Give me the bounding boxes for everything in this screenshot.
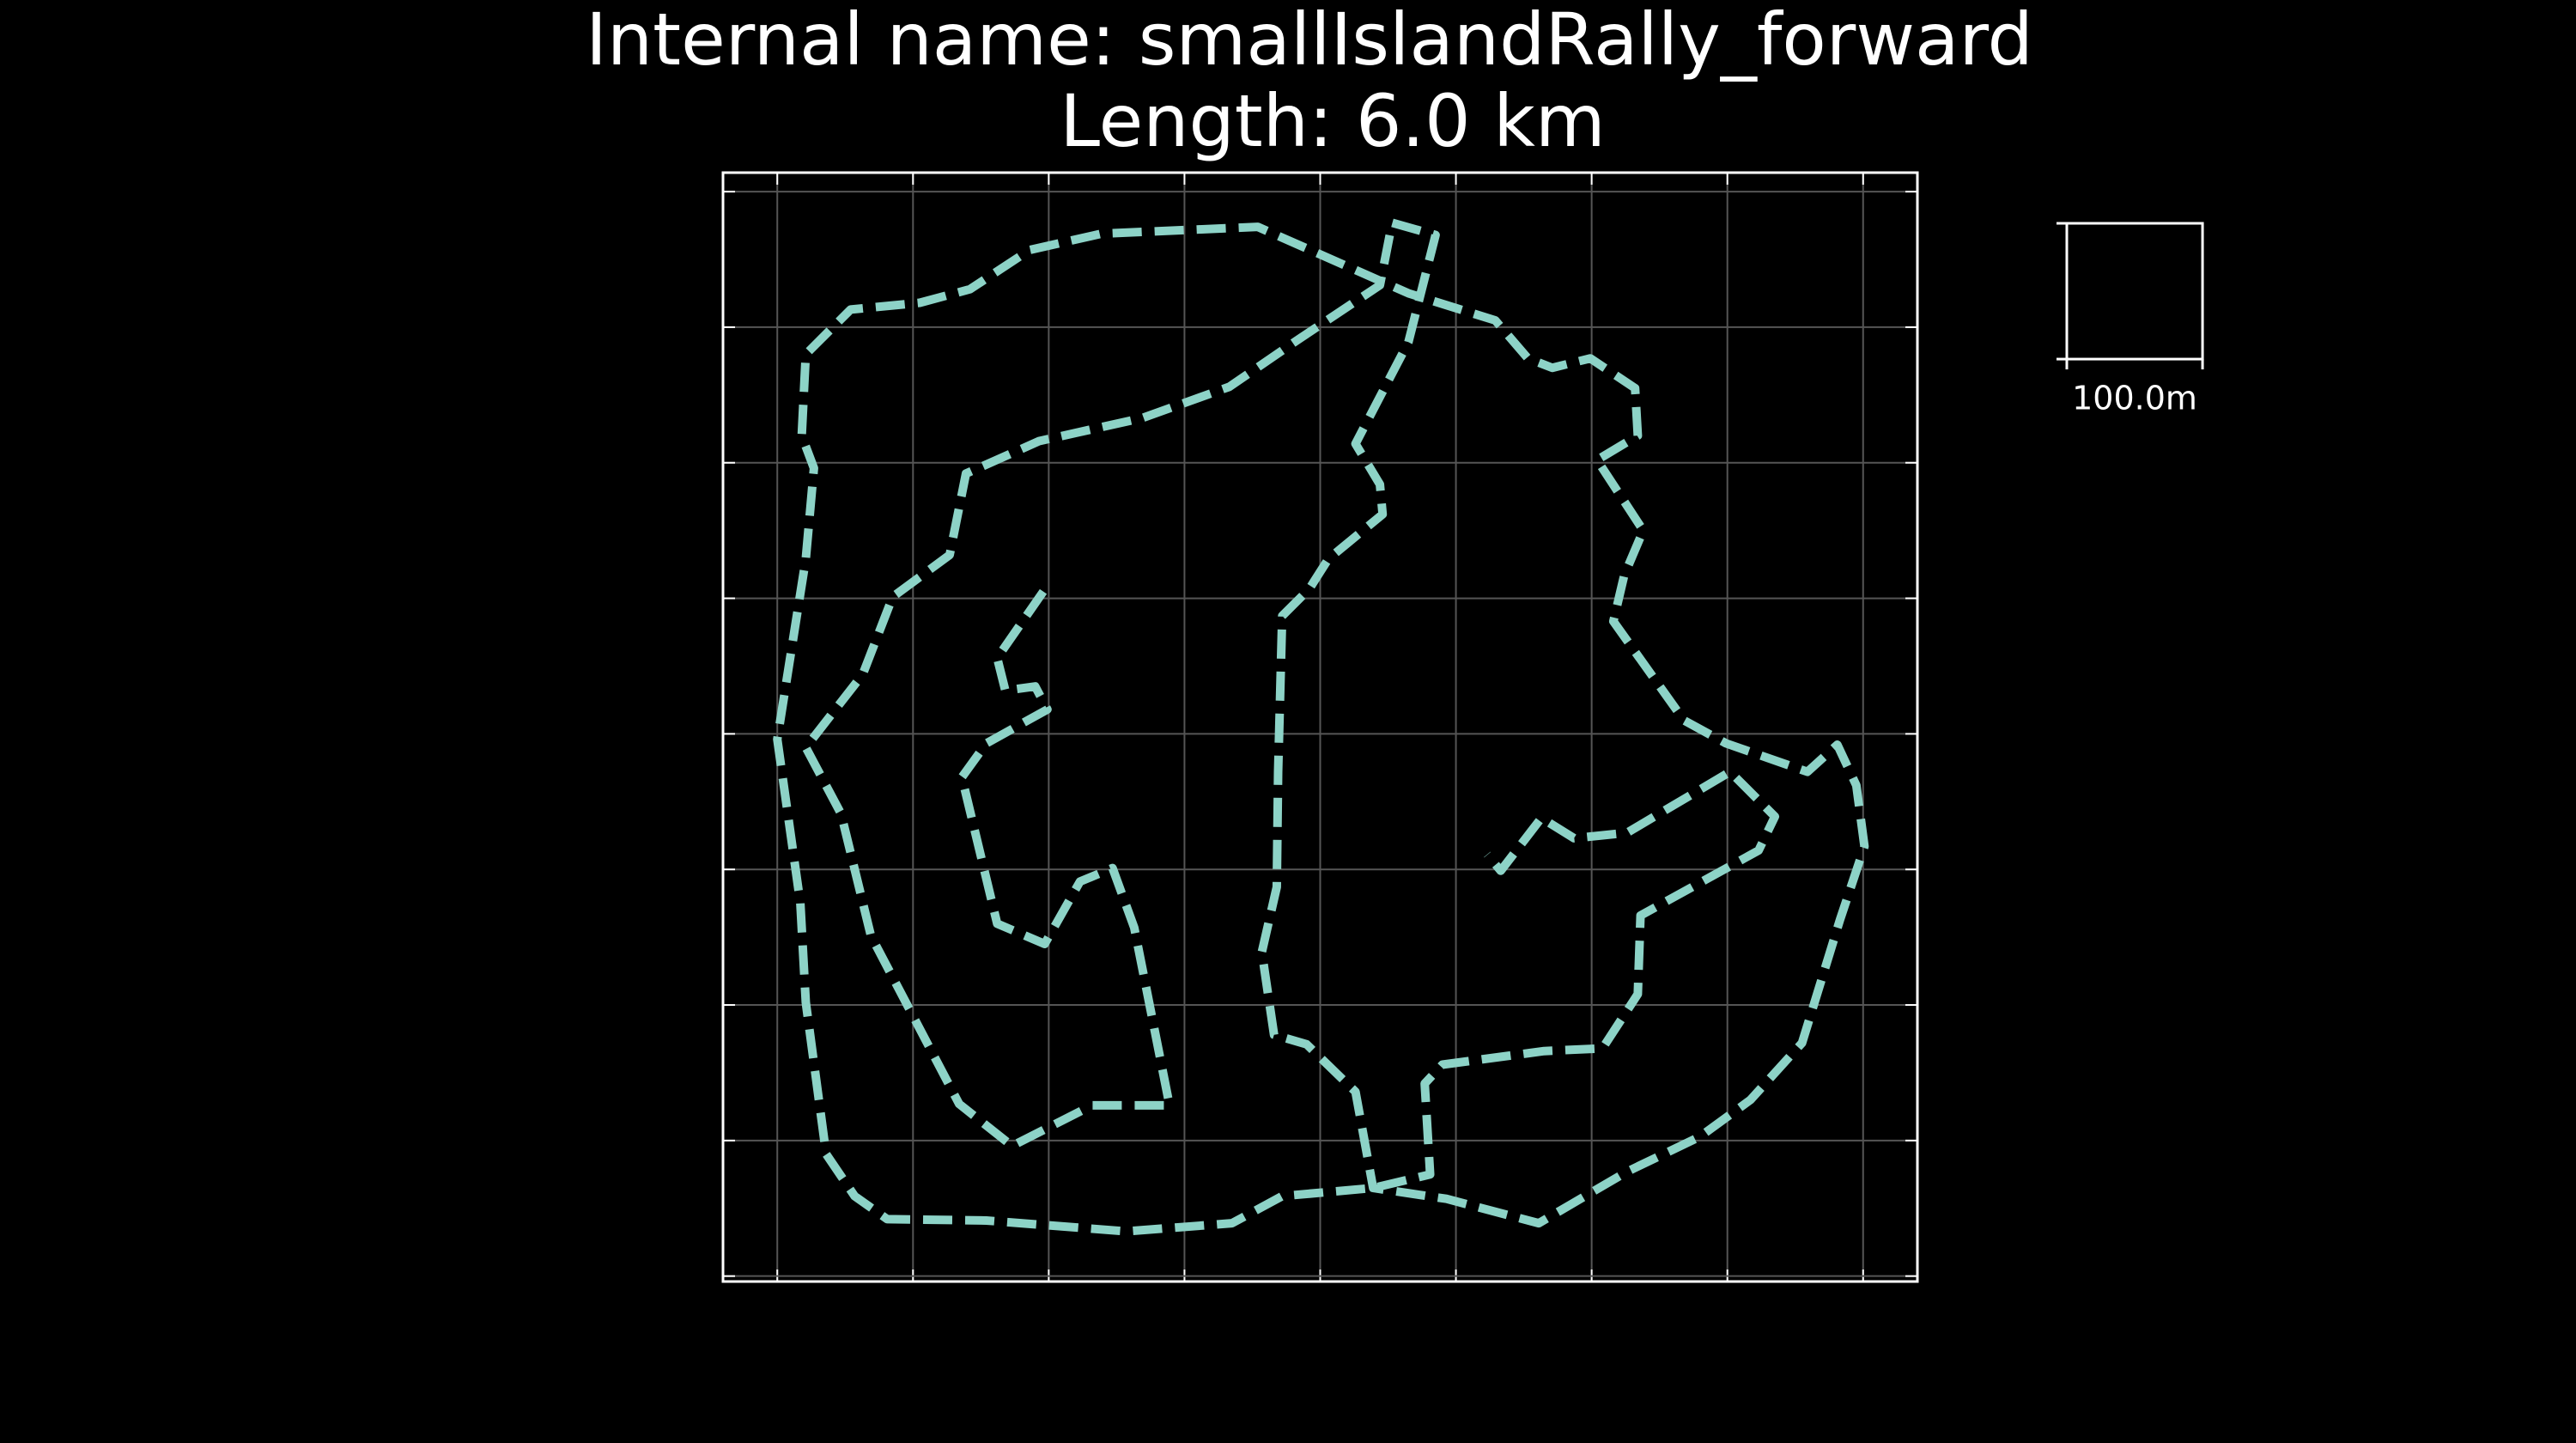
axes-frame: [721, 171, 1919, 1283]
scale-bar-box: [2065, 222, 2204, 361]
chart-subtitle: Length: 6.0 km: [1060, 79, 1606, 163]
chart-title: Internal name: smallIslandRally_forward: [586, 0, 2033, 82]
track-line: [773, 218, 1869, 1236]
scale-bar-label: 100.0m: [2072, 380, 2197, 417]
